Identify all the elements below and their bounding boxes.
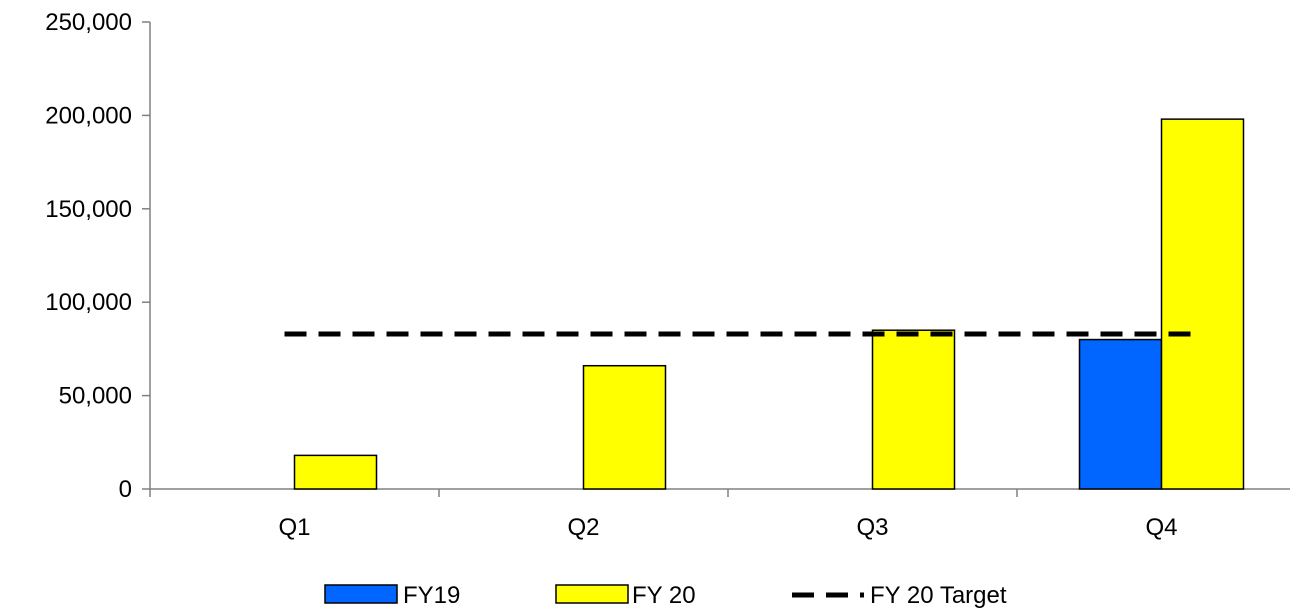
y-tick-label: 0 <box>119 476 132 503</box>
legend-label-fy-20-target: FY 20 Target <box>870 582 1007 609</box>
legend-swatch-fy-20 <box>555 584 629 604</box>
bars <box>293 118 1245 490</box>
bar-fy19-q4 <box>1078 338 1163 490</box>
y-axis: 0 50,000 100,000 150,000 200,000 250,000 <box>45 9 151 503</box>
x-tick-label: Q2 <box>567 514 599 541</box>
bar-fy-20-q3 <box>871 329 956 490</box>
y-tick-label: 100,000 <box>45 289 132 316</box>
x-tick-label: Q4 <box>1145 514 1177 541</box>
bar-fy-20-q1 <box>293 454 378 490</box>
legend-swatch-fy19 <box>324 584 398 604</box>
y-tick-label: 150,000 <box>45 196 132 223</box>
y-tick-label: 50,000 <box>59 383 132 410</box>
x-tick-label: Q3 <box>856 514 888 541</box>
y-tick-label: 250,000 <box>45 9 132 36</box>
legend-label-fy19: FY19 <box>403 582 460 609</box>
bar-fy-20-q2 <box>582 364 667 490</box>
bar-fy-20-q4 <box>1160 118 1245 490</box>
x-tick-label: Q1 <box>278 514 310 541</box>
y-tick-label: 200,000 <box>45 102 132 129</box>
x-axis: Q1 Q2 Q3 Q4 <box>149 488 1290 541</box>
legend: FY19 FY 20 FY 20 Target <box>324 582 1007 609</box>
legend-label-fy-20: FY 20 <box>632 582 696 609</box>
